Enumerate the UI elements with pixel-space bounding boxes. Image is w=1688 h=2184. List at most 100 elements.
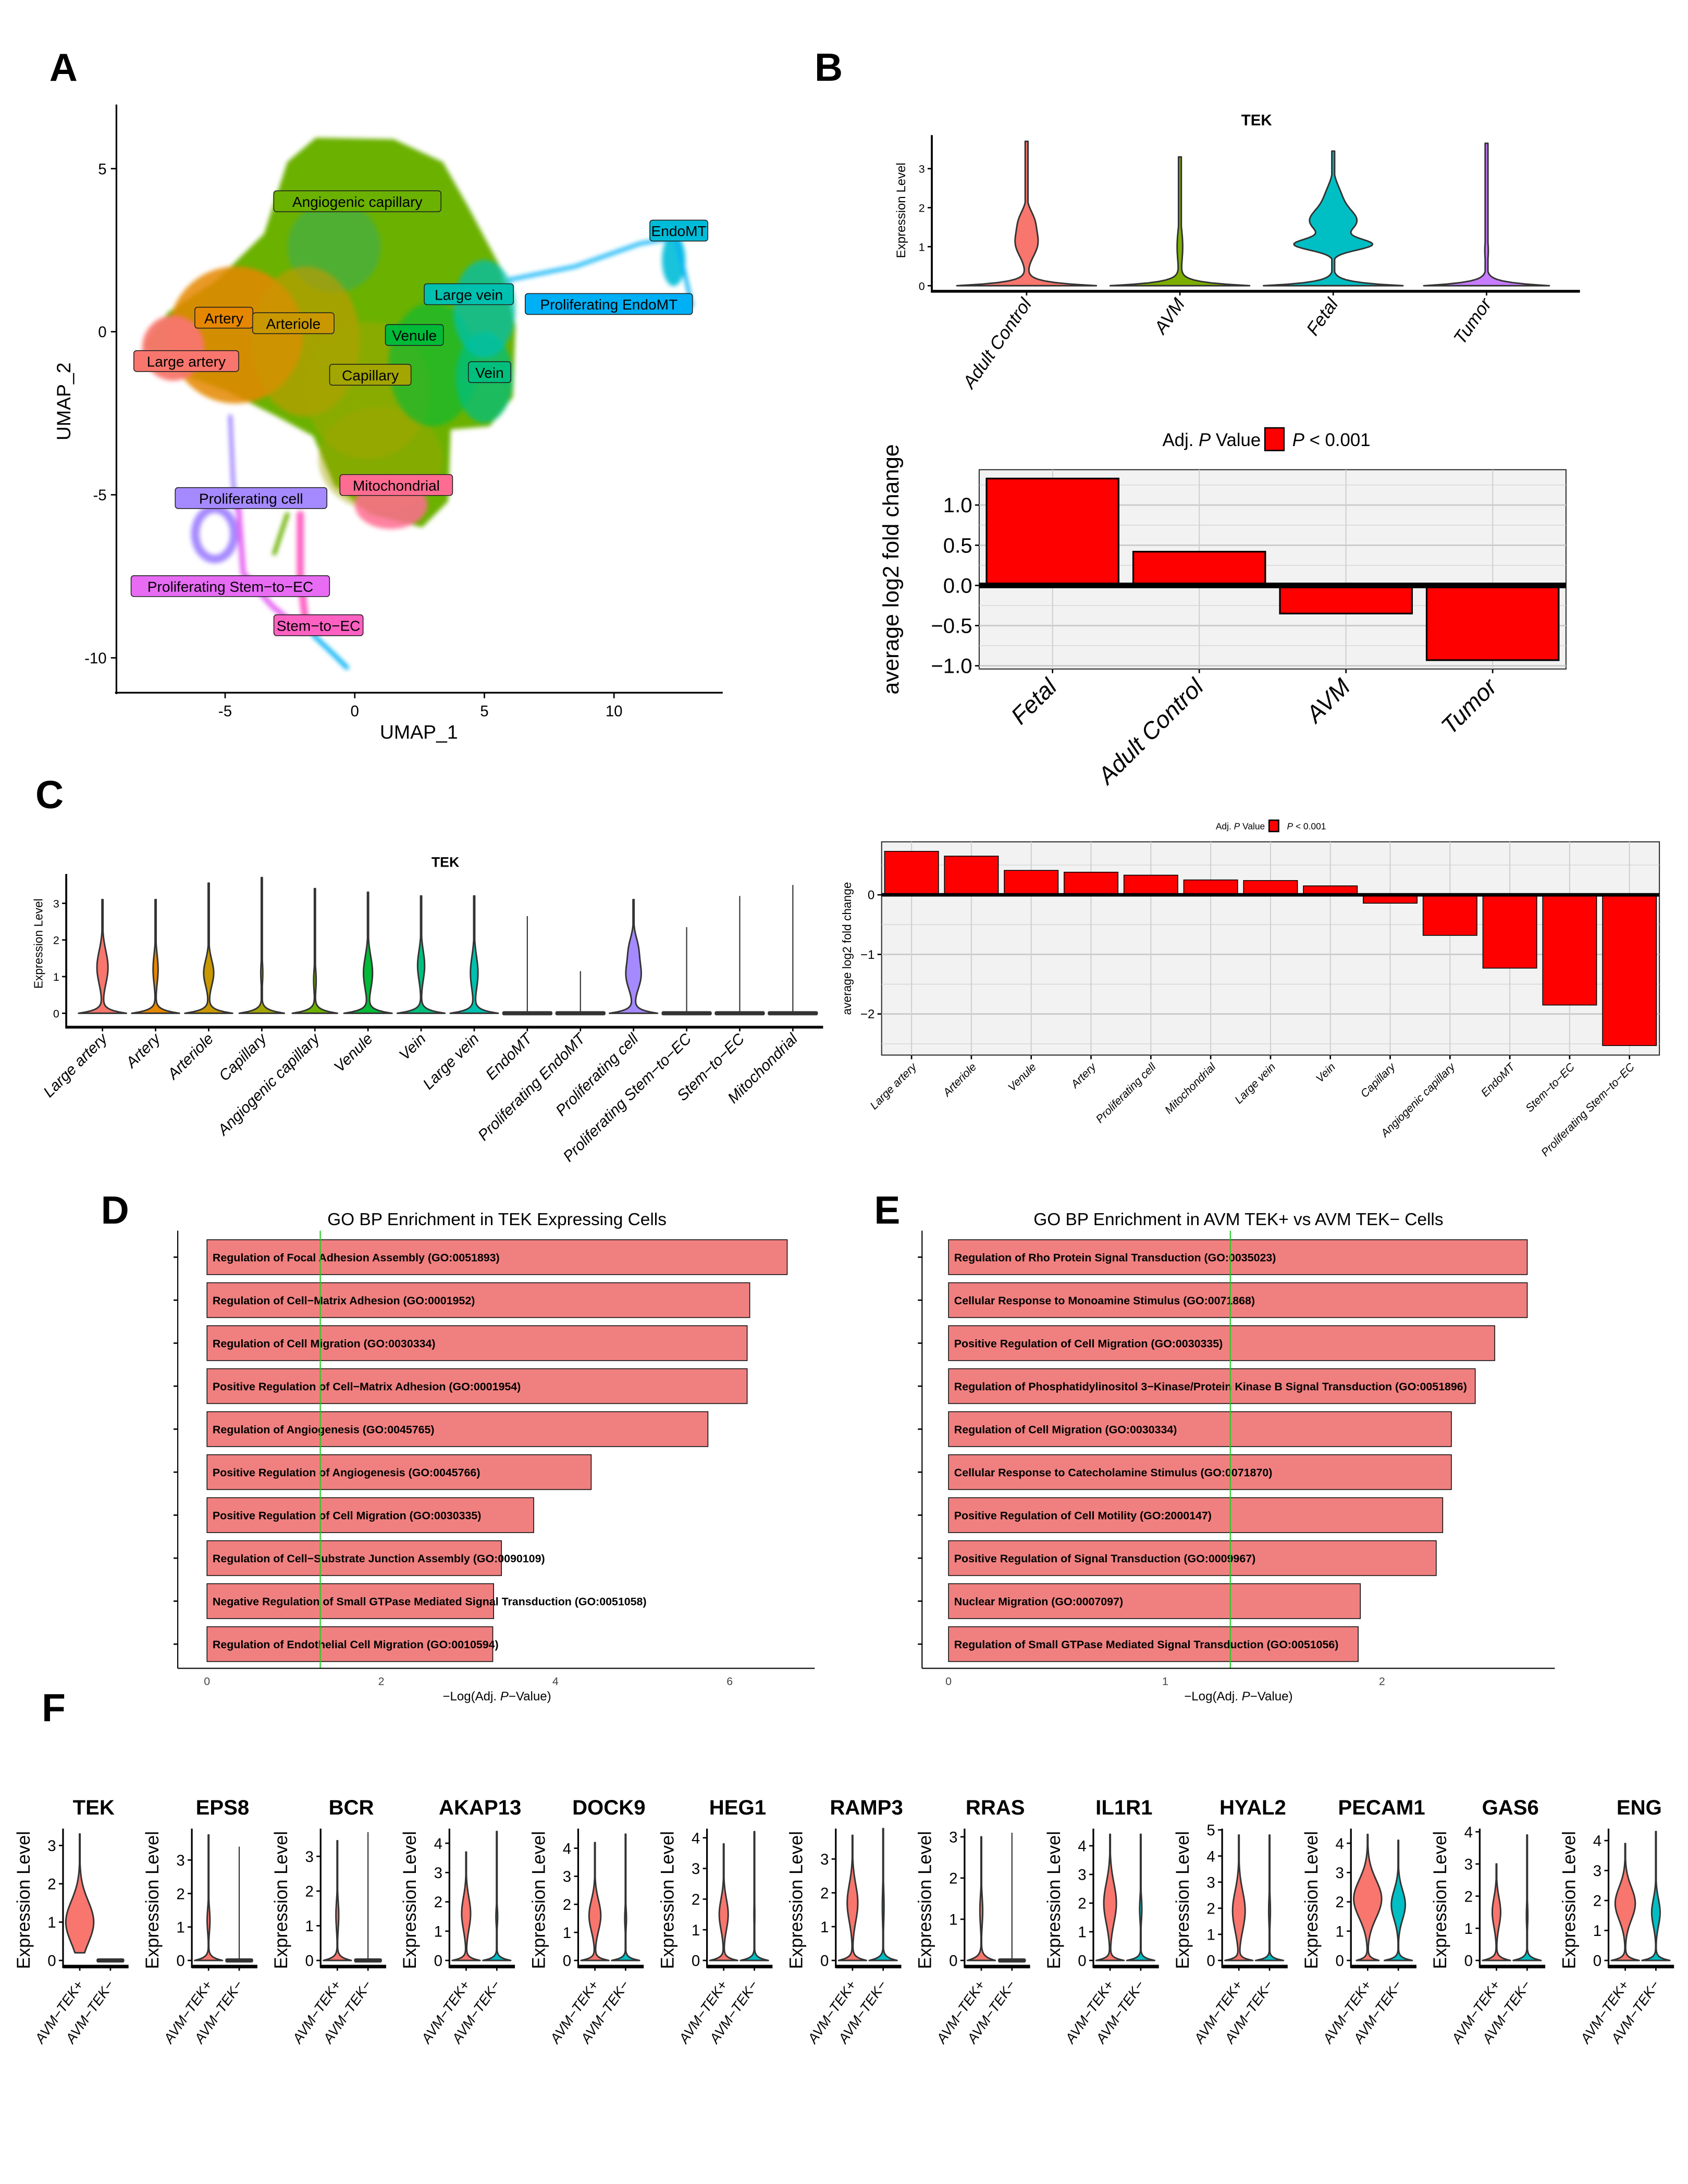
violin bbox=[343, 891, 393, 1014]
bar-x-tick-label: Arteriole bbox=[940, 1060, 979, 1100]
legend-title-pre: Adj. bbox=[1162, 430, 1199, 450]
bar-y-tick-label: 0.0 bbox=[943, 574, 972, 597]
go-term-label: Regulation of Cell−Substrate Junction As… bbox=[213, 1552, 545, 1565]
violin-title: TEK bbox=[432, 855, 460, 870]
go-bar bbox=[206, 1626, 494, 1662]
go-bar bbox=[948, 1411, 1452, 1447]
go-term-label: Regulation of Endothelial Cell Migration… bbox=[213, 1638, 499, 1651]
gene-title: HYAL2 bbox=[1219, 1796, 1286, 1819]
violin-x-tick-label: EndoMT bbox=[483, 1029, 536, 1083]
gene-violin bbox=[1383, 1840, 1413, 1961]
bar bbox=[1123, 874, 1178, 895]
cluster-label-box bbox=[524, 293, 693, 315]
umap-y-tick-label: 5 bbox=[98, 161, 106, 178]
go-bar bbox=[948, 1626, 1359, 1662]
go-term-label: Regulation of Focal Adhesion Assembly (G… bbox=[213, 1251, 500, 1264]
gene-y-axis-title: Expression Level bbox=[529, 1831, 549, 1969]
umap-cluster-label: Large vein bbox=[424, 283, 514, 305]
violin-x-tick-label: Large vein bbox=[420, 1030, 482, 1093]
panel-label: D bbox=[101, 1188, 129, 1232]
violin-x-tick-label: Vein bbox=[396, 1030, 429, 1064]
bar-y-axis-title: average log2 fold change bbox=[879, 444, 904, 694]
violin-y-tick-label: 3 bbox=[53, 897, 59, 910]
cluster-label-box bbox=[273, 190, 441, 213]
gene-y-tick-label: 2 bbox=[1464, 1888, 1473, 1905]
gene-y-tick-label: 0 bbox=[176, 1953, 184, 1970]
gene-y-tick-label: 0 bbox=[1593, 1953, 1601, 1970]
violin-x-tick-label: Tumor bbox=[1450, 294, 1496, 348]
go-x-axis-title-p: P bbox=[500, 1689, 509, 1704]
go-x-tick-label: 0 bbox=[204, 1675, 210, 1688]
go-term-label: Cellular Response to Monoamine Stimulus … bbox=[954, 1294, 1255, 1307]
gene-y-axis-title: Expression Level bbox=[787, 1831, 807, 1969]
go-x-tick-label: 1 bbox=[1162, 1675, 1168, 1688]
gene-y-axis-title: Expression Level bbox=[1044, 1831, 1064, 1969]
gene-violin bbox=[837, 1834, 868, 1961]
bar-y-tick-label: −1 bbox=[860, 948, 874, 962]
gene-y-tick-label: 2 bbox=[949, 1870, 957, 1887]
legend-swatch bbox=[1268, 819, 1279, 833]
gene-y-axis-title: Expression Level bbox=[1431, 1831, 1450, 1969]
bar bbox=[1422, 894, 1477, 936]
gene-y-tick-label: 0 bbox=[47, 1953, 56, 1970]
gene-y-axis-title: Expression Level bbox=[916, 1831, 935, 1969]
go-x-tick-label: 4 bbox=[552, 1675, 559, 1688]
legend-item-p: P bbox=[1292, 430, 1304, 450]
gene-y-tick-label: 2 bbox=[820, 1885, 829, 1902]
panel-label: F bbox=[42, 1686, 66, 1730]
panel-d-go-enrichment: GO BP Enrichment in TEK Expressing Cells… bbox=[174, 1210, 815, 1704]
gene-y-tick-label: 2 bbox=[1206, 1900, 1215, 1917]
umap-green-tail bbox=[272, 512, 290, 556]
go-bar bbox=[206, 1368, 748, 1404]
bar-x-tick-label: Vein bbox=[1313, 1060, 1338, 1085]
go-term-label: Regulation of Cell Migration (GO:0030334… bbox=[213, 1337, 436, 1350]
gene-y-tick-label: 2 bbox=[434, 1894, 442, 1911]
cluster-label-text: Mitochondrial bbox=[353, 477, 440, 493]
panel-e-go-enrichment: GO BP Enrichment in AVM TEK+ vs AVM TEK−… bbox=[918, 1210, 1555, 1704]
gene-y-tick-label: 2 bbox=[563, 1896, 571, 1914]
gene-y-tick-label: 1 bbox=[434, 1923, 442, 1940]
violin-x-tick-label: Artery bbox=[122, 1029, 165, 1072]
gene-violin bbox=[1095, 1833, 1125, 1961]
bar bbox=[1183, 879, 1238, 895]
gene-y-tick-label: 0 bbox=[305, 1953, 313, 1970]
go-term-label: Positive Regulation of Angiogenesis (GO:… bbox=[213, 1466, 480, 1479]
legend-item: P < 0.001 bbox=[1287, 821, 1326, 831]
go-bar bbox=[948, 1497, 1444, 1533]
go-x-axis-title: −Log(Adj. P−Value) bbox=[1184, 1689, 1292, 1704]
gene-title: BCR bbox=[329, 1796, 374, 1819]
gene-y-tick-label: 2 bbox=[176, 1885, 184, 1903]
gene-y-tick-label: 3 bbox=[692, 1860, 700, 1878]
cluster-label-text: Stem−to−EC bbox=[277, 618, 361, 634]
cluster-label-box bbox=[175, 487, 328, 509]
go-term-label: Positive Regulation of Cell−Matrix Adhes… bbox=[213, 1380, 521, 1393]
cluster-label-box bbox=[424, 283, 514, 305]
umap-cluster-label: Arteriole bbox=[252, 312, 335, 335]
gene-y-axis-title: Expression Level bbox=[1173, 1831, 1193, 1969]
go-term-label: Regulation of Rho Protein Signal Transdu… bbox=[954, 1251, 1276, 1264]
gene-y-tick-label: 3 bbox=[434, 1865, 442, 1882]
legend-item-text: < 0.001 bbox=[1304, 430, 1371, 450]
gene-violin bbox=[868, 1828, 898, 1961]
gene-y-tick-label: 2 bbox=[1593, 1893, 1601, 1910]
gene-violin bbox=[65, 1833, 95, 1954]
gene-y-tick-label: 4 bbox=[434, 1835, 442, 1853]
umap-cluster-label: Proliferating Stem−to−EC bbox=[130, 575, 330, 597]
violin-y-axis-title: Expression Level bbox=[894, 163, 908, 258]
gene-violin bbox=[482, 1831, 512, 1961]
gene-y-tick-label: 3 bbox=[820, 1851, 829, 1868]
bar bbox=[944, 856, 999, 895]
cluster-label-text: Capillary bbox=[342, 367, 399, 384]
violin-x-tick-label: Venule bbox=[330, 1030, 376, 1076]
umap-cluster-label: Angiogenic capillary bbox=[273, 190, 441, 213]
violin bbox=[661, 1011, 712, 1016]
cluster-label-box bbox=[339, 474, 453, 496]
gene-violin bbox=[740, 1831, 769, 1961]
gene-y-tick-label: 0 bbox=[692, 1953, 700, 1970]
go-bar bbox=[206, 1454, 592, 1490]
